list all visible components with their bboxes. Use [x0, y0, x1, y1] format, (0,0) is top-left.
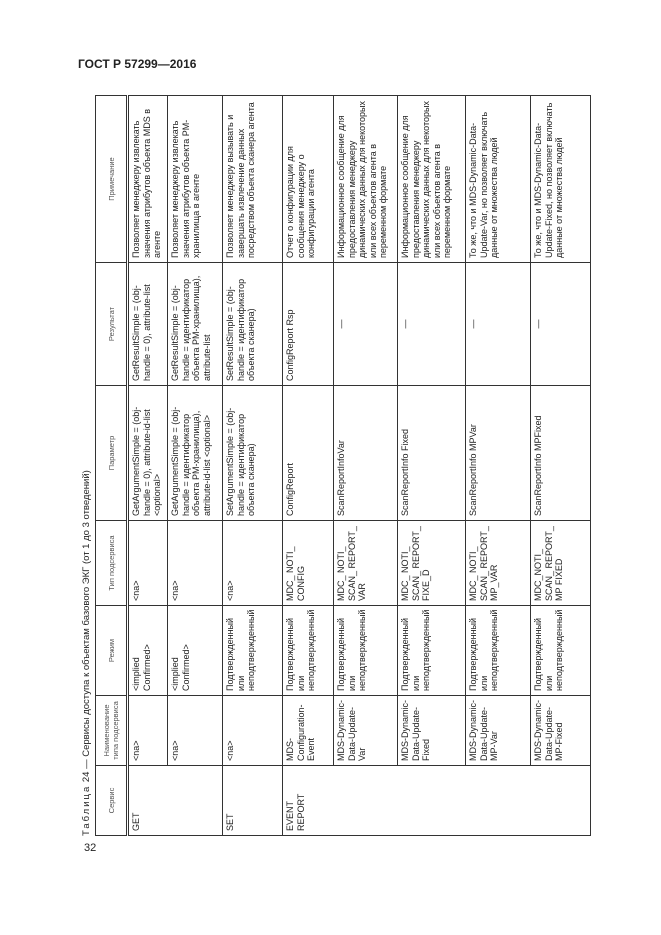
cell-result: SetResultSimple = (obj-handle = идентифи… [222, 262, 283, 386]
table-header-row: Сервис Наименование типа подсервиса Режи… [95, 95, 128, 836]
cell-note: Позволяет менеджеру извлекать значения а… [167, 95, 223, 263]
cell-mode: Подтвержденный или неподтвержденный [530, 605, 591, 696]
cell-type: MDC_ NOTI_ CONFIG [282, 520, 334, 606]
cell-name: MDS-Dynamic-Data-Update-MP-Var [465, 695, 531, 766]
cell-type: MDC_ NOTI_ SCAN_ REPORT_ VAR [333, 520, 398, 606]
table-caption: Таблица 24 — Сервисы доступа к объектам … [81, 470, 92, 836]
col-header: Параметр [95, 385, 128, 521]
cell-mode: Подтвержденный или неподтвержденный [333, 605, 398, 696]
table-row: GET <na> <implied Confirmed> <na> GetArgumen… [127, 95, 223, 836]
col-header: Примечание [95, 95, 128, 263]
table-row: EVENT REPORT MDS-Configuration-Event Подтв… [282, 95, 591, 836]
cell-service: GET [127, 765, 223, 836]
cell-param: ScanReportInfoVar [333, 385, 398, 521]
cell-param: SetArgumentSimple = (obj-handle = иденти… [222, 385, 283, 521]
cell-result: — [465, 262, 531, 386]
cell-result: — [530, 262, 591, 386]
table-row: MDS-Dynamic-Data-Update-Fixed Подтвержден… [397, 95, 466, 836]
rotated-table-block: Таблица 24 — Сервисы доступа к объектам … [80, 95, 591, 836]
cell-param: ConfigReport [282, 385, 334, 521]
table-row: MDS-Dynamic-Data-Update-Var Подтвержденны… [333, 95, 398, 836]
cell-mode: <implied Confirmed> [167, 605, 223, 696]
table-row: SET <na> Подтвержденный или неподтвержденн… [222, 95, 283, 836]
col-header: Результат [95, 262, 128, 386]
cell-mode: Подтвержденный или неподтвержденный [397, 605, 466, 696]
document-header: ГОСТ Р 57299—2016 [78, 57, 197, 71]
cell-param: GetArgumentSimple = (obj-handle = 0), at… [127, 385, 168, 521]
cell-mode: Подтвержденный или неподтвержденный [465, 605, 531, 696]
cell-type: MDC_ NOTI_ SCAN_ REPORT_ FIXE_D [397, 520, 466, 606]
cell-mode: Подтвержденный или неподтвержденный [282, 605, 334, 696]
cell-name: <na> [167, 695, 223, 766]
cell-type: <na> [127, 520, 168, 606]
cell-note: Информационное сообщение для предоставле… [333, 95, 398, 263]
cell-param: ScanReportInfo MPVar [465, 385, 531, 521]
cell-result: GetResultSimple = (obj-handle = идентифи… [167, 262, 223, 386]
cell-note: Отчет о конфигурации для сообщения менед… [282, 95, 334, 263]
table-row: MDS-Dynamic-Data-Update-MP-Fixed Подтверж… [530, 95, 591, 836]
cell-name: MDS-Dynamic-Data-Update-MP-Fixed [530, 695, 591, 766]
cell-note: Позволяет менеджеру вызывать и завершать… [222, 95, 283, 263]
page-number: 32 [84, 842, 97, 854]
cell-type: <na> [167, 520, 223, 606]
cell-result: — [397, 262, 466, 386]
cell-note: То же, что и MDS-Dynamic-Data-Update-Fix… [530, 95, 591, 263]
cell-service: SET [222, 765, 283, 836]
cell-param: GetArgumentSimple = (obj-handle = иденти… [167, 385, 223, 521]
table-row: MDS-Dynamic-Data-Update-MP-Var Подтвержде… [465, 95, 531, 836]
col-header: Тип подсервиса [95, 520, 128, 606]
cell-note: Позволяет менеджеру извлекать значения а… [127, 95, 168, 263]
cell-param: ScanReportInfo Fixed [397, 385, 466, 521]
cell-service: EVENT REPORT [282, 765, 591, 836]
cell-name: MDS-Dynamic-Data-Update-Fixed [397, 695, 466, 766]
cell-note: То же, что и MDS-Dynamic-Data-Update-Var… [465, 95, 531, 263]
services-table: Сервис Наименование типа подсервиса Режи… [95, 95, 591, 836]
table-row: <na> <implied Confirmed> <na> GetArgumentSi… [167, 95, 223, 836]
cell-type: <na> [222, 520, 283, 606]
cell-mode: Подтвержденный или неподтвержденный [222, 605, 283, 696]
cell-type: MDC_NOTI_ SCAN_ REPORT_ MP FIXED [530, 520, 591, 606]
cell-note: Информационное сообщение для предоставле… [397, 95, 466, 263]
col-header: Наименование типа подсервиса [95, 695, 128, 766]
cell-type: MDC_ NOTI_ SCAN_ REPORT_ MP_VAR [465, 520, 531, 606]
cell-param: ScanReportInfo MPFixed [530, 385, 591, 521]
cell-result: — [333, 262, 398, 386]
cell-name: MDS-Configuration-Event [282, 695, 334, 766]
cell-mode: <implied Confirmed> [127, 605, 168, 696]
col-header: Сервис [95, 765, 128, 836]
cell-name: <na> [127, 695, 168, 766]
cell-result: ConfigReport Rsp [282, 262, 334, 386]
cell-name: <na> [222, 695, 283, 766]
col-header: Режим [95, 605, 128, 696]
cell-result: GetResultSimple = (obj-handle = 0), attr… [127, 262, 168, 386]
cell-name: MDS-Dynamic-Data-Update-Var [333, 695, 398, 766]
